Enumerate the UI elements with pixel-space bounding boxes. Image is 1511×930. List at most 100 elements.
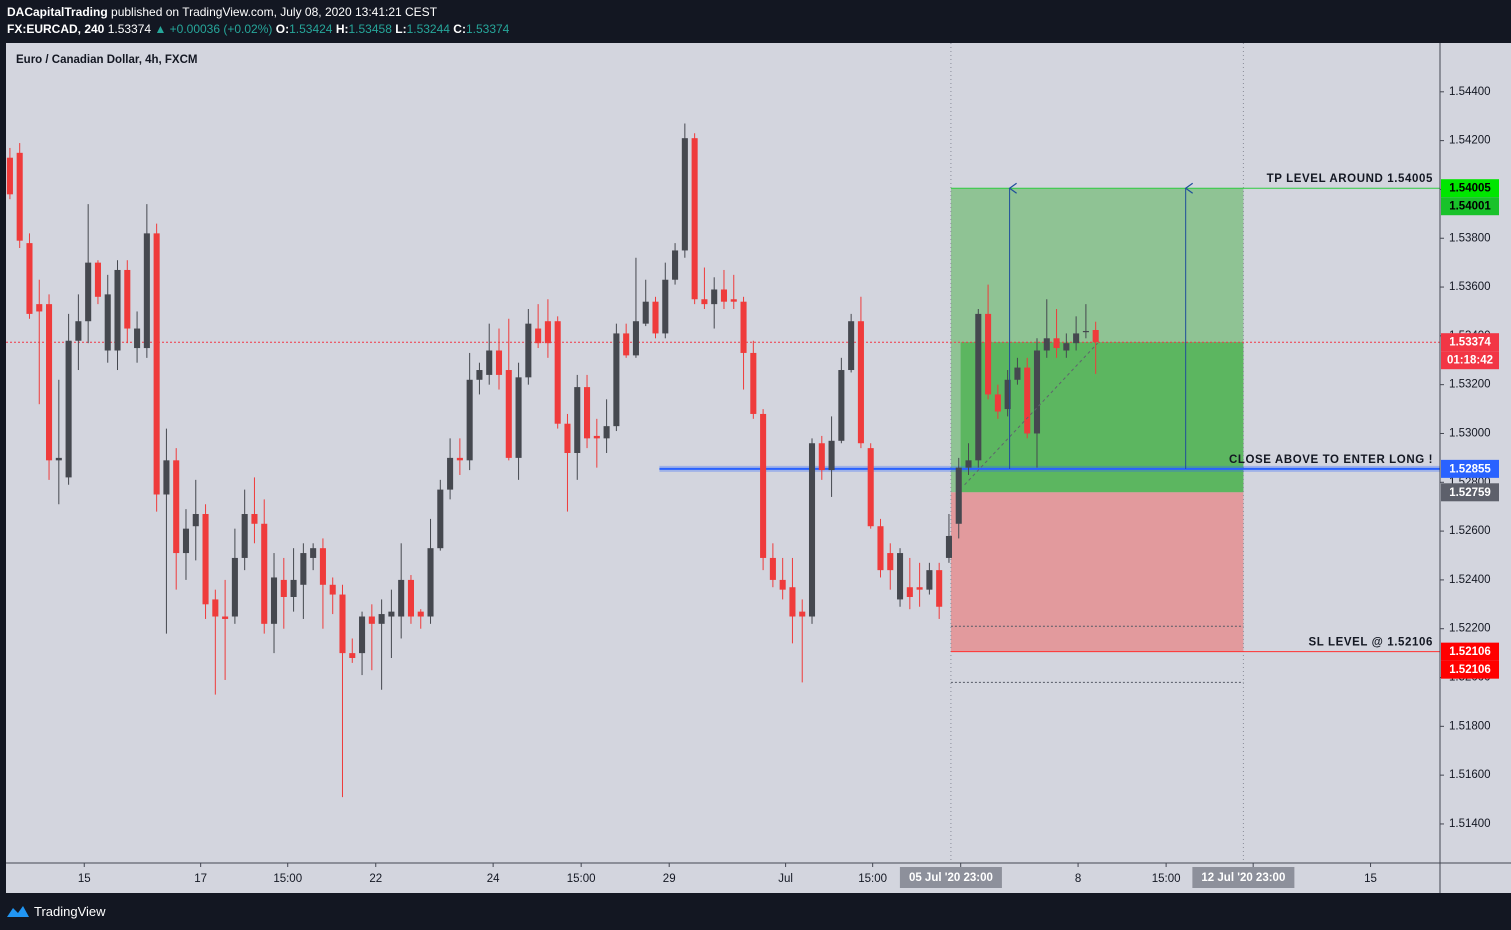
range-label: 12 Jul '20 23:00 [1201,872,1285,884]
candle-body [212,599,219,617]
candle-body [134,328,141,349]
candle-body [945,535,952,558]
y-tick-label: 1.54200 [1449,135,1491,147]
candle-body [407,579,414,617]
trend-line [964,342,1099,486]
candle-body [75,321,82,341]
candle-body [124,269,131,329]
ohlc-key: L: [395,22,407,36]
price: 1.53374 [107,22,152,36]
y-tick-label: 1.53000 [1449,428,1491,440]
y-tick-label: 1.53600 [1449,281,1491,293]
candle-body [251,514,258,524]
candle-body [691,138,698,300]
ohlc-value: 1.53424 [289,22,333,36]
candle-body [808,443,816,617]
risk-zone [950,492,1244,652]
ohlc-key: H: [335,22,349,36]
price-tag-label: 1.53374 [1449,337,1491,349]
candle-body [241,514,248,558]
candle-body [652,301,659,334]
candle-body [525,323,532,378]
candle-body [613,333,620,427]
price-tag-label: 1.52759 [1449,487,1491,499]
candle-body [877,526,884,571]
price-tag [1441,642,1499,661]
symbol: FX:EURCAD, 240 [7,22,105,36]
candle-body [740,301,747,353]
x-tick-label: 22 [369,873,382,885]
candle-body [94,262,101,297]
candle-body [867,448,874,527]
candle-body [1092,330,1099,343]
candle-body [897,553,904,600]
candle-body [476,370,483,380]
x-tick-label: 15:00 [273,873,302,885]
x-tick-label: 15:00 [858,873,887,885]
y-tick-label: 1.52600 [1449,525,1491,537]
candle-body [975,313,982,461]
candle-body [730,299,737,302]
price-tag [1441,483,1499,502]
candle-body [417,611,424,617]
candle-body [701,299,708,305]
chart-title: Euro / Canadian Dollar, 4h, FXCM [16,54,197,66]
candle-body [1014,367,1021,380]
candle-body [720,289,728,302]
candle-body [486,350,493,375]
x-tick-label: 15 [78,873,91,885]
candle-body [427,548,434,617]
x-tick-label: 15:00 [1152,873,1181,885]
y-tick-label: 1.51400 [1449,818,1491,830]
change: ▲ +0.00036 (+0.02%) [154,22,273,36]
candle-body [1073,333,1080,344]
candle-body [769,557,776,580]
x-tick-label: 8 [1075,873,1081,885]
y-tick-label: 1.51600 [1449,769,1491,781]
candle-body [153,233,160,495]
candle-body [182,528,190,554]
x-tick-label: 29 [663,873,676,885]
range-label: 05 Jul '20 23:00 [909,872,993,884]
candle-body [994,394,1001,412]
candle-body [1004,379,1011,410]
candle-body [359,616,366,654]
candle-body [789,587,796,617]
y-tick-label: 1.53800 [1449,232,1491,244]
candle-body [466,379,473,461]
candle-body [143,233,150,349]
candle-body [955,467,962,524]
candle-body [711,289,718,305]
candle-body [398,579,405,617]
candle-body [985,313,992,395]
candle-body [838,370,845,441]
brand: TradingView [34,904,106,919]
price-tag [1441,333,1499,352]
layer: TP LEVEL AROUND 1.54005 CLOSE ABOVE TO EN… [6,43,1499,888]
candle-body [1082,330,1089,333]
price-tag [1441,179,1499,198]
candle-body [662,279,669,334]
candle-body [1063,343,1070,351]
header-line: DACapitalTrading published on TradingVie… [7,5,437,19]
header-line: FX:EURCAD, 240 1.53374 ▲ +0.00036 (+0.02… [7,22,509,36]
ohlc: O:1.53424 H:1.53458 L:1.53244 C:1.53374 [276,22,510,36]
annotation: SL LEVEL @ 1.52106 [1308,637,1433,649]
candle-body [85,262,92,322]
candle-body [936,570,943,607]
candle-body [584,387,591,439]
candle-body [163,460,170,495]
y-tick-label: 1.53200 [1449,379,1491,391]
candle-body [505,370,512,458]
annotation: CLOSE ABOVE TO ENTER LONG ! [1229,454,1433,466]
candle-body [378,614,385,624]
candle-body [339,594,346,654]
chart: TP LEVEL AROUND 1.54005 CLOSE ABOVE TO EN… [6,43,1511,893]
price-tag-label: 1.54005 [1449,183,1491,195]
countdown-tag [1441,351,1499,370]
candle-body [554,321,561,424]
candle-body [290,579,297,597]
price-tag-label: 1.52106 [1449,646,1491,658]
annotation: TP LEVEL AROUND 1.54005 [1267,173,1433,185]
